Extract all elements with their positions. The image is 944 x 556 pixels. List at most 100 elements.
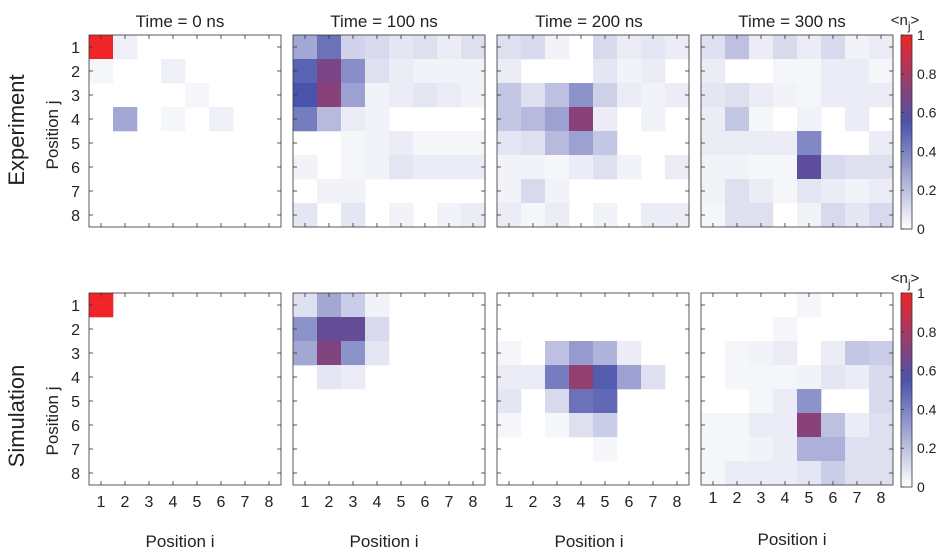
heatmap-cell bbox=[389, 83, 414, 108]
heatmap-cell bbox=[317, 107, 342, 132]
y-axis-title-experiment: Position j bbox=[43, 101, 62, 170]
y-tick-label: 8 bbox=[71, 208, 80, 225]
heatmap-cell bbox=[185, 83, 210, 108]
colorbar-tick-label: 0 bbox=[917, 221, 925, 237]
heatmap-cell bbox=[773, 413, 798, 438]
heatmap-cell bbox=[641, 35, 666, 60]
x-tick-label: 6 bbox=[625, 494, 634, 511]
y-tick-label: 8 bbox=[71, 466, 80, 483]
heatmap-cell bbox=[821, 365, 846, 390]
heatmap-cell bbox=[413, 35, 438, 60]
heatmap-cell bbox=[521, 155, 546, 180]
heatmap-cell bbox=[617, 341, 642, 366]
y-tick-label: 7 bbox=[71, 442, 80, 459]
heatmap-cell bbox=[569, 413, 594, 438]
heatmap-cell bbox=[317, 293, 342, 318]
heatmap-cell bbox=[749, 155, 774, 180]
heatmap-cell bbox=[497, 107, 522, 132]
heatmap-cell bbox=[725, 365, 750, 390]
heatmap-cell bbox=[365, 341, 390, 366]
heatmap-cell bbox=[725, 413, 750, 438]
heatmap-cell bbox=[389, 35, 414, 60]
colorbar-simulation: 0 0.2 0.4 0.6 0.8 1<nj> bbox=[891, 270, 937, 495]
heatmap-cell bbox=[593, 341, 618, 366]
x-tick-label: 3 bbox=[349, 494, 358, 511]
heatmap-cell bbox=[341, 35, 366, 60]
panel-frame bbox=[292, 34, 486, 228]
heatmap-cell bbox=[497, 83, 522, 108]
x-tick-label: 6 bbox=[217, 494, 226, 511]
y-tick-label: 5 bbox=[71, 394, 80, 411]
heatmap-cell bbox=[773, 179, 798, 204]
y-tick-label: 6 bbox=[71, 160, 80, 177]
heatmap-cell bbox=[545, 365, 570, 390]
heatmap-cell bbox=[89, 59, 114, 84]
panel-frame bbox=[292, 292, 486, 486]
heatmap-cell bbox=[317, 317, 342, 342]
x-tick-label: 7 bbox=[241, 494, 250, 511]
x-tick-label: 1 bbox=[505, 494, 514, 511]
heatmap-cell bbox=[845, 437, 870, 462]
heatmap-cell bbox=[569, 155, 594, 180]
heatmap-cell bbox=[437, 35, 462, 60]
heatmap-cell bbox=[365, 131, 390, 156]
heatmap-cell bbox=[413, 131, 438, 156]
heatmap-cell bbox=[521, 107, 546, 132]
heatmap-cell bbox=[641, 83, 666, 108]
x-tick-label: 2 bbox=[325, 494, 334, 511]
heatmap-cell bbox=[113, 35, 138, 60]
heatmap-cell bbox=[593, 389, 618, 414]
colorbar-tick-label: 0.2 bbox=[917, 182, 937, 198]
heatmap-cell bbox=[797, 293, 822, 318]
heatmap-cell bbox=[773, 155, 798, 180]
x-tick-label: 4 bbox=[169, 494, 178, 511]
heatmap-cell bbox=[341, 341, 366, 366]
panel-frame bbox=[88, 34, 282, 228]
heatmap-cell bbox=[821, 59, 846, 84]
y-tick-label: 6 bbox=[71, 418, 80, 435]
heatmap-cell bbox=[545, 107, 570, 132]
heatmap-cell bbox=[389, 155, 414, 180]
heatmap-cell bbox=[497, 179, 522, 204]
col-title-t200: Time = 200 ns bbox=[535, 12, 643, 31]
x-axis-title-2: Position i bbox=[350, 532, 419, 551]
heatmap-cell bbox=[797, 179, 822, 204]
x-tick-label: 7 bbox=[649, 494, 658, 511]
heatmap-cell bbox=[545, 35, 570, 60]
heatmap-cell bbox=[545, 413, 570, 438]
y-tick-label: 3 bbox=[71, 88, 80, 105]
heatmap-cell bbox=[593, 59, 618, 84]
heatmap-cell bbox=[497, 59, 522, 84]
x-tick-label: 5 bbox=[805, 490, 814, 507]
heatmap-cell bbox=[317, 59, 342, 84]
x-tick-label: 3 bbox=[145, 494, 154, 511]
heatmap-cell bbox=[845, 365, 870, 390]
heatmap-cell bbox=[641, 365, 666, 390]
heatmap-cell bbox=[725, 131, 750, 156]
x-tick-label: 1 bbox=[301, 494, 310, 511]
y-tick-label: 2 bbox=[71, 322, 80, 339]
x-tick-label: 8 bbox=[469, 494, 478, 511]
colorbar-experiment: 0 0.2 0.4 0.6 0.8 1<nj> bbox=[891, 12, 937, 237]
x-tick-label: 4 bbox=[781, 490, 790, 507]
heatmap-cell bbox=[545, 83, 570, 108]
heatmap-cell bbox=[161, 107, 186, 132]
heatmap-cell bbox=[293, 107, 318, 132]
heatmap-cell bbox=[701, 437, 726, 462]
heatmap-cell bbox=[821, 341, 846, 366]
heatmap-cell bbox=[641, 59, 666, 84]
x-tick-label: 2 bbox=[529, 494, 538, 511]
heatmap-cell bbox=[341, 317, 366, 342]
colorbar-tick-label: 0 bbox=[917, 479, 925, 495]
heatmap-cell bbox=[797, 413, 822, 438]
colorbar-tick-label: 0.6 bbox=[917, 105, 937, 121]
heatmap-cell bbox=[497, 131, 522, 156]
heatmap-cell bbox=[413, 59, 438, 84]
heatmap-cell bbox=[593, 365, 618, 390]
heatmap-cell bbox=[341, 107, 366, 132]
heatmap-cell bbox=[293, 293, 318, 318]
heatmap-cell bbox=[341, 131, 366, 156]
heatmap-cell bbox=[341, 155, 366, 180]
